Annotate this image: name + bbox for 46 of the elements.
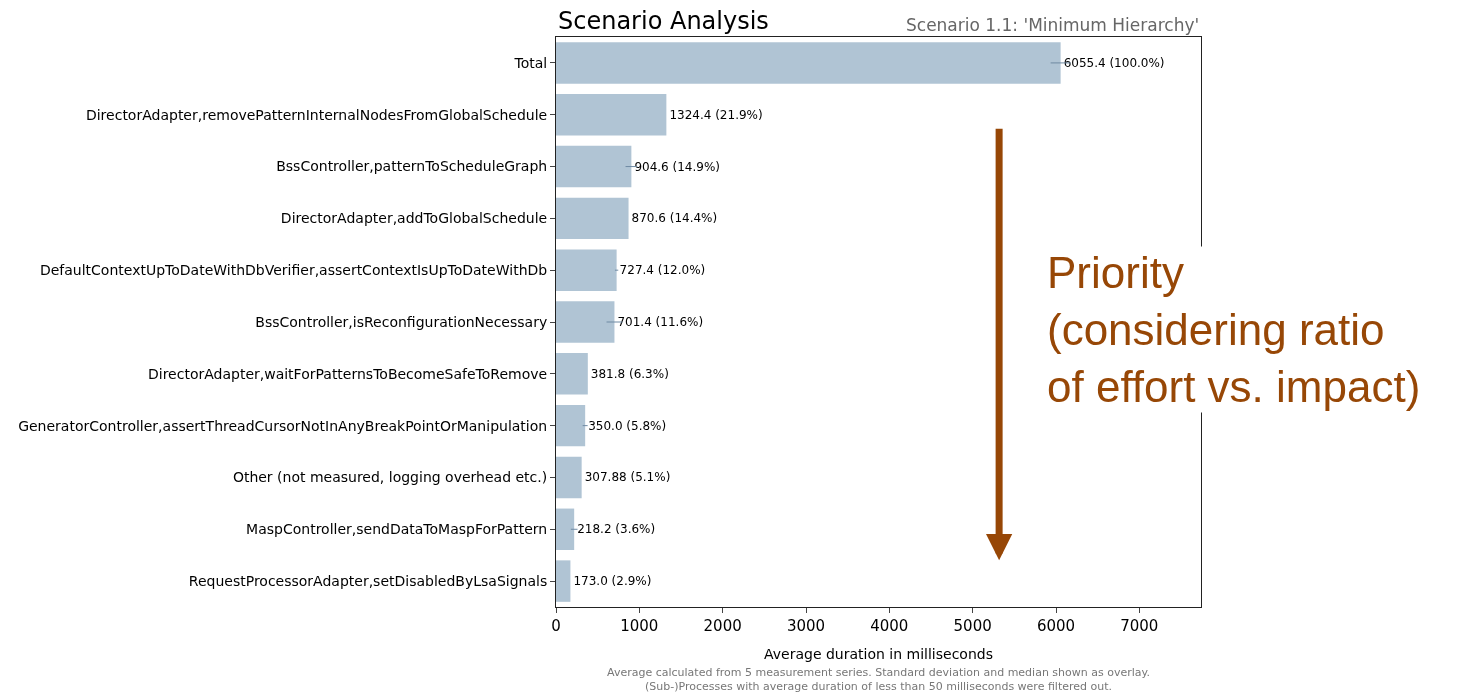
x-tick-label: 1000 bbox=[620, 617, 659, 635]
text: Average calculated from 5 measurement series. Standard deviation and median shown as overlay. (Sub-)Processes with average duration of less than 50 milliseconds were filtered out. bbox=[607, 666, 1151, 692]
y-tick-label: MaspController,sendDataToMaspForPattern bbox=[246, 521, 548, 538]
x-tick-label: 7000 bbox=[1120, 617, 1159, 635]
data-label: 904.6 (14.9%) bbox=[634, 159, 721, 174]
bar bbox=[556, 560, 571, 602]
y-tick-label: BssController,patternToScheduleGraph bbox=[276, 158, 548, 175]
chart-subtitle: Scenario 1.1: 'Minimum Hierarchy' bbox=[906, 15, 1200, 35]
annotation: Priority (considering ratio of effort vs. impact) bbox=[1047, 248, 1421, 412]
bar bbox=[556, 197, 629, 240]
y-tick-label: DirectorAdapter,addToGlobalSchedule bbox=[280, 210, 548, 227]
data-label: 307.88 (5.1%) bbox=[584, 470, 671, 485]
data-label: 218.2 (3.6%) bbox=[577, 522, 656, 537]
bar bbox=[556, 94, 667, 136]
data-label: 381.8 (6.3%) bbox=[590, 366, 669, 381]
x-tick-label: 2000 bbox=[703, 617, 742, 635]
x-tick-label: 5000 bbox=[953, 617, 992, 635]
data-label: 701.4 (11.6%) bbox=[617, 315, 704, 329]
y-tick-label: Total bbox=[513, 54, 548, 71]
bar bbox=[556, 404, 586, 447]
data-label: 350.0 (5.8%) bbox=[588, 418, 667, 433]
y-tick-label: RequestProcessorAdapter,setDisabledByLsaSignals bbox=[188, 572, 548, 589]
bar bbox=[556, 301, 615, 343]
y-tick-label: DirectorAdapter,removePatternInternalNodesFromGlobalSchedule bbox=[85, 106, 548, 123]
data-label: 6055.4 (100.0%) bbox=[1063, 55, 1165, 70]
bar bbox=[556, 145, 632, 188]
bar bbox=[556, 249, 617, 291]
bar bbox=[556, 42, 1061, 84]
x-tick-label: 4000 bbox=[870, 617, 909, 635]
bar bbox=[556, 508, 575, 550]
data-label: 173.0 (2.9%) bbox=[573, 574, 652, 589]
y-tick-label: DefaultContextUpToDateWithDbVerifier,assertContextIsUpToDateWithDb bbox=[39, 262, 548, 279]
x-tick-label: 3000 bbox=[786, 617, 826, 635]
y-tick-label: DirectorAdapter,waitForPatternsToBecomeSafeToRemove bbox=[147, 365, 548, 382]
y-tick-label: Other (not measured, logging overhead etc.) bbox=[232, 469, 548, 486]
data-label: 870.6 (14.4%) bbox=[631, 211, 718, 226]
data-label: 1324.4 (21.9%) bbox=[669, 107, 763, 122]
data-label: 727.4 (12.0%) bbox=[619, 263, 706, 278]
bar bbox=[556, 456, 582, 499]
chart-title: Scenario Analysis bbox=[558, 7, 769, 35]
y-tick-label: BssController,isReconfigurationNecessary bbox=[255, 313, 548, 330]
x-axis-title: Average duration in milliseconds bbox=[764, 646, 993, 663]
x-tick-label: 6000 bbox=[1036, 617, 1076, 635]
y-tick-label: GeneratorController,assertThreadCursorNotInAnyBreakPointOrManipulation bbox=[18, 417, 548, 434]
bar bbox=[556, 353, 588, 395]
x-tick-label: 0 bbox=[551, 617, 561, 635]
